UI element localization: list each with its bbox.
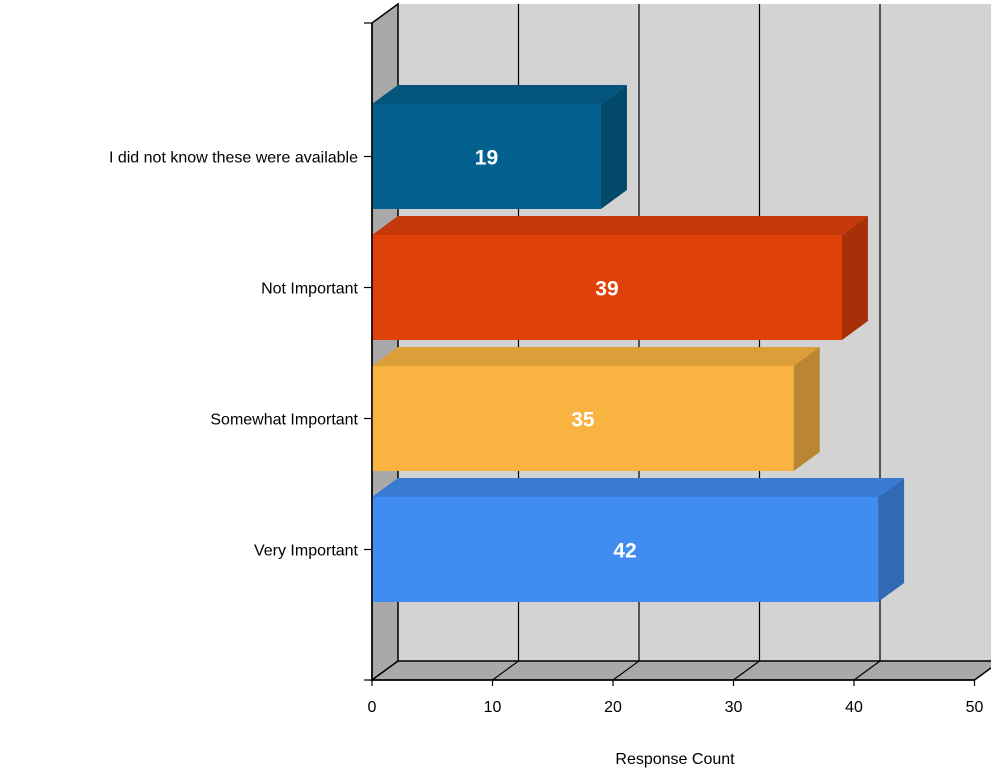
bar (372, 478, 904, 602)
x-axis-title: Response Count (615, 751, 735, 768)
y-tick-label: Not Important (261, 281, 358, 298)
bar-value-label: 42 (613, 540, 636, 563)
bar-top-face (372, 85, 627, 104)
bar-side-face (842, 216, 868, 340)
x-tick-label: 20 (604, 699, 622, 716)
bar-top-face (372, 478, 904, 497)
bar (372, 216, 868, 340)
bar-value-label: 19 (475, 147, 498, 170)
y-tick-label: Very Important (254, 543, 359, 560)
x-tick-label: 0 (368, 699, 377, 716)
y-tick-label: I did not know these were available (109, 150, 358, 167)
bar-value-label: 35 (571, 409, 595, 432)
bar-top-face (372, 347, 820, 366)
y-tick-label: Somewhat Important (210, 412, 358, 429)
x-tick-label: 40 (845, 699, 863, 716)
bar (372, 347, 820, 471)
bar-side-face (794, 347, 820, 471)
x-tick-label: 30 (725, 699, 743, 716)
x-tick-label: 10 (484, 699, 502, 716)
x-tick-label: 50 (966, 699, 984, 716)
bar-side-face (601, 85, 627, 209)
bar-value-label: 39 (595, 278, 618, 301)
bar-side-face (878, 478, 904, 602)
bar (372, 85, 627, 209)
bar-top-face (372, 216, 868, 235)
floor (372, 661, 991, 680)
